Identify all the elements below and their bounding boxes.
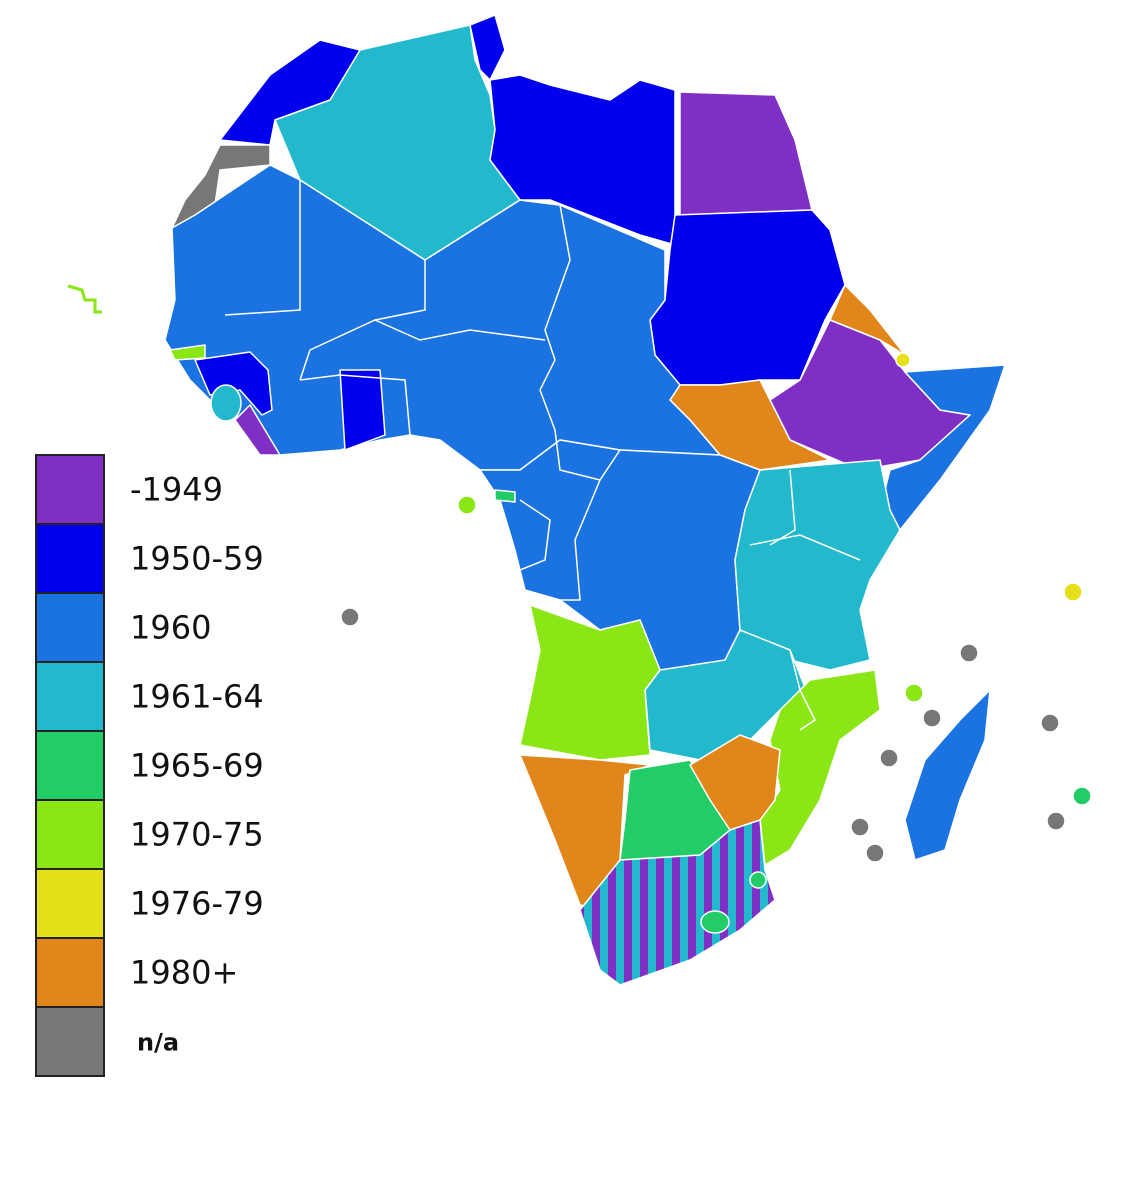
legend-swatch (35, 868, 105, 939)
legend-label: 1980+ (130, 954, 238, 992)
border (299, 374, 411, 436)
island (895, 352, 911, 368)
border (554, 429, 621, 481)
border (224, 180, 301, 316)
zimbabwe (689, 734, 781, 831)
africa-map (67, 14, 1092, 986)
border (789, 649, 816, 731)
ghana (339, 369, 386, 451)
legend-label: n/a (137, 1029, 179, 1057)
legend-swatch (35, 592, 105, 663)
border (519, 199, 571, 431)
madagascar (904, 689, 991, 861)
tunisia (469, 14, 506, 81)
legend-swatch (35, 523, 105, 594)
legend-label: 1976-79 (130, 885, 264, 923)
island (457, 495, 477, 515)
border (749, 534, 861, 561)
island (922, 708, 942, 728)
island (1040, 713, 1060, 733)
legend-swatch (35, 661, 105, 732)
island (1063, 582, 1083, 602)
gambia (169, 344, 206, 361)
legend-swatch (35, 454, 105, 525)
south-africa (579, 818, 776, 986)
angola (519, 604, 661, 761)
island (1046, 811, 1066, 831)
legend-swatch (35, 799, 105, 870)
island (904, 683, 924, 703)
legend-label: 1970-75 (130, 816, 264, 854)
legend-swatch (35, 1006, 105, 1077)
island (1072, 786, 1092, 806)
island (340, 607, 360, 627)
legend-swatch (35, 937, 105, 1008)
island (879, 748, 899, 768)
border (560, 479, 601, 601)
legend: -1949 1950-59 1960 1961-64 1965-69 1970-75 197… (35, 454, 264, 1077)
cape-verde (67, 284, 102, 314)
legend-label: 1960 (130, 609, 211, 647)
island (850, 817, 870, 837)
egypt (679, 91, 813, 216)
liberia (234, 404, 281, 456)
east-africa (734, 459, 901, 671)
border (374, 319, 546, 341)
swaziland (749, 871, 767, 889)
legend-label: 1950-59 (130, 540, 264, 578)
island (959, 643, 979, 663)
legend-swatch (35, 730, 105, 801)
eritrea (829, 284, 906, 356)
legend-label: 1961-64 (130, 678, 264, 716)
border (519, 499, 551, 571)
legend-label: -1949 (130, 471, 223, 509)
sierra-leone (210, 384, 242, 422)
lesotho (700, 910, 730, 934)
island (865, 843, 885, 863)
legend-label: 1965-69 (130, 747, 264, 785)
equatorial-guinea (494, 489, 516, 503)
mozambique (759, 669, 881, 866)
